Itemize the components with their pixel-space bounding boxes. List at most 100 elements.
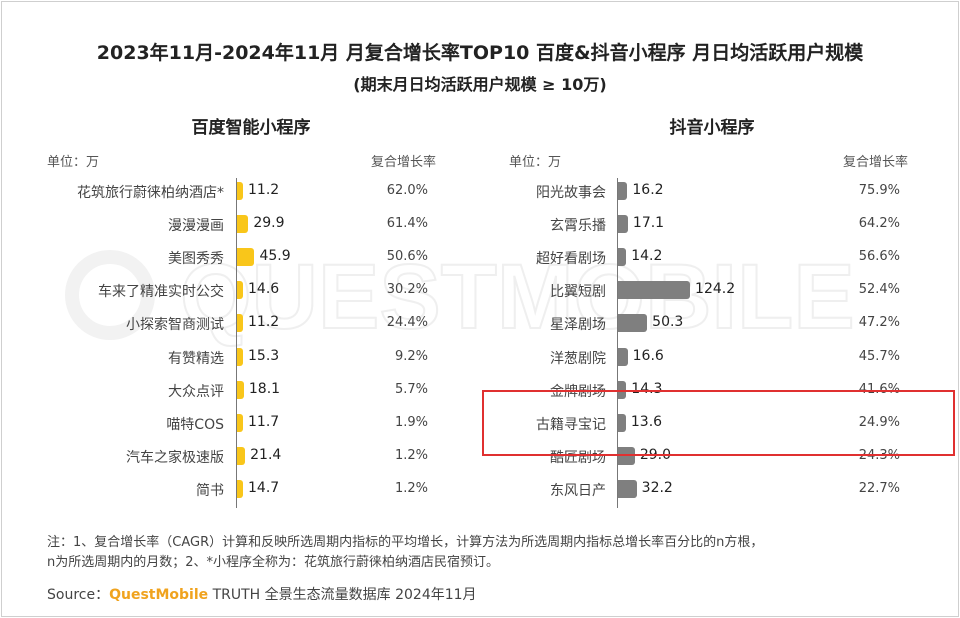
douyin-bar — [618, 380, 627, 399]
douyin-category-label: 东风日产 — [550, 482, 606, 499]
footnote-line-2: n为所选周期内的月数；2、*小程序全称为：花筑旅行蔚徕柏纳酒店民宿预订。 — [47, 555, 500, 570]
baidu-cagr-value: 1.2% — [394, 447, 428, 463]
douyin-value-label: 13.6 — [630, 413, 663, 430]
baidu-row: 大众点评 18.1 5.7% — [0, 373, 480, 406]
baidu-category-label: 美图秀秀 — [168, 251, 224, 268]
douyin-panel-title: 抖音小程序 — [669, 118, 755, 138]
douyin-category-label: 超好看剧场 — [536, 251, 606, 268]
baidu-cagr-header: 复合增长率 — [371, 155, 437, 170]
baidu-row: 汽车之家极速版 21.4 1.2% — [0, 439, 480, 472]
douyin-bar — [618, 248, 627, 267]
douyin-row: 阳光故事会 16.2 75.9% — [0, 174, 960, 207]
baidu-unit-label: 单位：万 — [47, 155, 100, 170]
douyin-cagr-value: 64.2% — [858, 216, 900, 232]
baidu-value-label: 15.3 — [248, 347, 280, 364]
douyin-bar — [618, 182, 628, 200]
baidu-category-label: 喵特COS — [166, 416, 224, 433]
douyin-axis — [617, 178, 618, 508]
baidu-value-label: 45.9 — [259, 248, 291, 265]
baidu-cagr-value: 61.4% — [386, 216, 428, 232]
baidu-axis — [236, 178, 237, 508]
douyin-row: 洋葱剧院 16.6 45.7% — [0, 340, 960, 373]
source-prefix: Source： — [47, 587, 110, 603]
douyin-bar — [618, 314, 648, 333]
douyin-value-label: 124.2 — [695, 281, 736, 298]
baidu-bar — [237, 281, 243, 300]
baidu-row: 有赞精选 15.3 9.2% — [0, 340, 480, 373]
baidu-row: 小探索智商测试 11.2 24.4% — [0, 306, 480, 339]
douyin-category-label: 玄霄乐播 — [550, 218, 606, 235]
baidu-value-label: 14.7 — [248, 479, 280, 496]
baidu-bar — [237, 413, 243, 432]
chart-title: 2023年11月-2024年11月 月复合增长率TOP10 百度&抖音小程序 月… — [96, 42, 864, 64]
douyin-cagr-value: 22.7% — [858, 480, 900, 496]
baidu-row: 简书 14.7 1.2% — [0, 472, 480, 505]
douyin-category-label: 比翼短剧 — [550, 284, 606, 301]
baidu-bar — [237, 347, 243, 366]
baidu-category-label: 小探索智商测试 — [126, 317, 224, 334]
douyin-unit-label: 单位：万 — [509, 155, 562, 170]
douyin-cagr-value: 75.9% — [858, 183, 900, 198]
baidu-value-label: 18.1 — [248, 380, 281, 397]
douyin-category-label: 阳光故事会 — [536, 185, 606, 201]
baidu-value-label: 14.6 — [248, 281, 280, 298]
baidu-value-label: 29.9 — [253, 215, 285, 232]
douyin-row: 古籍寻宝记 13.6 24.9% — [0, 406, 960, 439]
baidu-row: 喵特COS 11.7 1.9% — [0, 406, 480, 439]
baidu-value-label: 11.2 — [248, 314, 280, 331]
douyin-category-label: 酷匠剧场 — [550, 449, 606, 466]
baidu-panel-title: 百度智能小程序 — [191, 118, 311, 138]
source-brand: QuestMobile — [109, 587, 209, 603]
baidu-row: 车来了精准实时公交 14.6 30.2% — [0, 273, 480, 306]
source-text: TRUTH 全景生态流量数据库 2024年11月 — [208, 587, 477, 603]
douyin-category-label: 星泽剧场 — [550, 317, 606, 334]
baidu-category-label: 简书 — [196, 482, 224, 499]
baidu-row: 美图秀秀 45.9 50.6% — [0, 240, 480, 273]
baidu-row: 花筑旅行蔚徕柏纳酒店* 11.2 62.0% — [0, 174, 480, 207]
douyin-value-label: 14.2 — [631, 248, 663, 265]
douyin-bar — [618, 413, 626, 432]
douyin-value-label: 14.3 — [631, 380, 663, 397]
baidu-bar — [237, 248, 255, 267]
baidu-category-label: 车来了精准实时公交 — [98, 284, 224, 301]
douyin-bar — [618, 281, 691, 300]
baidu-cagr-value: 5.7% — [394, 381, 428, 397]
baidu-cagr-value: 62.0% — [386, 183, 428, 198]
douyin-value-label: 16.6 — [632, 347, 664, 364]
baidu-bar — [237, 380, 244, 399]
douyin-value-label: 32.2 — [641, 479, 673, 496]
baidu-cagr-value: 50.6% — [386, 249, 428, 265]
baidu-value-label: 21.4 — [250, 446, 282, 463]
douyin-row: 超好看剧场 14.2 56.6% — [0, 240, 960, 273]
highlight-box — [482, 390, 955, 456]
baidu-bar — [237, 446, 246, 465]
douyin-value-label: 17.1 — [632, 215, 665, 232]
douyin-bar — [618, 347, 628, 366]
source-line: Source：QuestMobile TRUTH 全景生态流量数据库 2024年… — [47, 584, 477, 604]
baidu-value-label: 11.7 — [248, 413, 280, 430]
douyin-cagr-value: 24.9% — [858, 414, 900, 430]
douyin-row: 酷匠剧场 29.0 24.3% — [0, 439, 960, 472]
douyin-cagr-value: 45.7% — [858, 348, 900, 364]
baidu-category-label: 汽车之家极速版 — [126, 449, 224, 466]
douyin-row: 比翼短剧 124.2 52.4% — [0, 273, 960, 306]
douyin-category-label: 古籍寻宝记 — [536, 416, 606, 433]
baidu-category-label: 漫漫漫画 — [168, 218, 224, 235]
douyin-cagr-header: 复合增长率 — [843, 155, 909, 170]
baidu-bar — [237, 215, 249, 234]
baidu-bar — [237, 479, 243, 498]
douyin-cagr-value: 41.6% — [858, 381, 900, 397]
douyin-row: 东风日产 32.2 22.7% — [0, 472, 960, 505]
douyin-cagr-value: 56.6% — [858, 249, 900, 265]
baidu-cagr-value: 24.4% — [386, 315, 428, 331]
baidu-row: 漫漫漫画 29.9 61.4% — [0, 207, 480, 240]
baidu-cagr-value: 1.2% — [394, 480, 428, 496]
douyin-value-label: 50.3 — [652, 314, 684, 331]
footnote-line-1: 注：1、复合增长率（CAGR）计算和反映所选周期内指标的平均增长，计算方法为所选… — [47, 535, 764, 550]
baidu-cagr-value: 9.2% — [394, 348, 428, 364]
baidu-cagr-value: 1.9% — [394, 414, 428, 430]
baidu-value-label: 11.2 — [248, 182, 280, 198]
douyin-cagr-value: 47.2% — [858, 315, 900, 331]
baidu-bar — [237, 314, 243, 333]
